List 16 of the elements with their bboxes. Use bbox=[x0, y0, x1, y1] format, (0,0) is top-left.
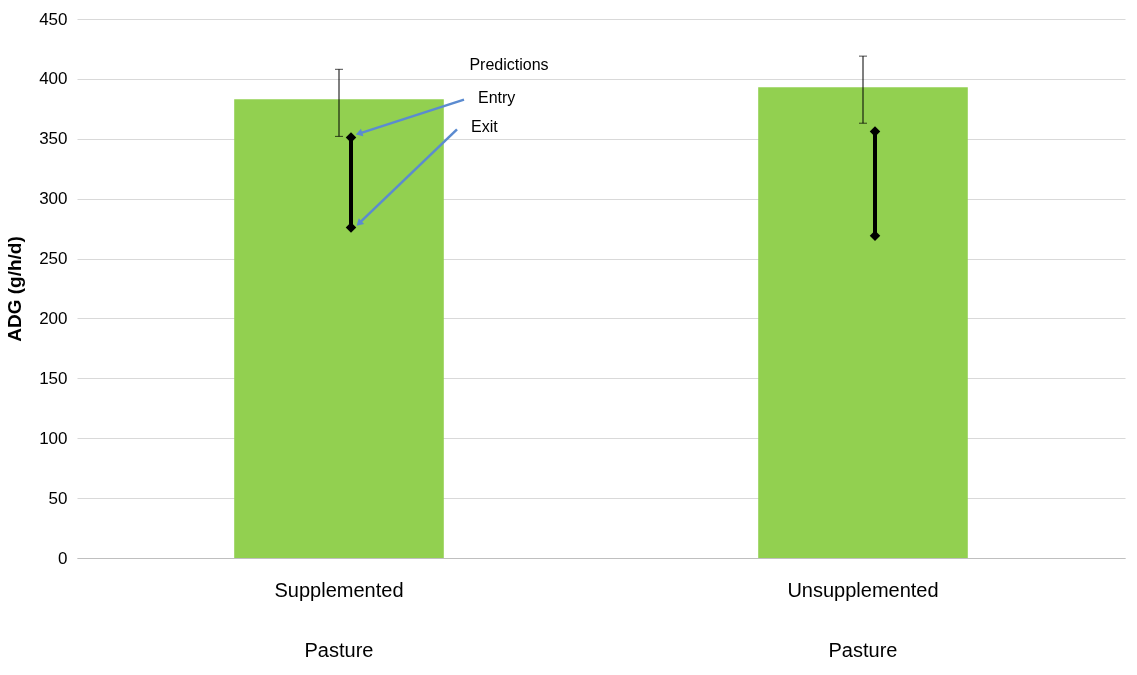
y-tick-label: 100 bbox=[39, 428, 68, 448]
y-axis-title: ADG (g/h/d) bbox=[4, 236, 26, 342]
category-label: Unsupplemented Pasture bbox=[787, 578, 939, 661]
text: Entry bbox=[478, 88, 516, 106]
y-tick-label: 50 bbox=[48, 488, 68, 508]
y-tick-label: 450 bbox=[39, 9, 68, 29]
y-tick-label: 0 bbox=[58, 548, 68, 568]
y-tick-label: 150 bbox=[39, 368, 68, 388]
y-tick-label: 350 bbox=[39, 129, 68, 149]
y-tick-label: 200 bbox=[39, 308, 68, 328]
y-tick-label: 250 bbox=[39, 249, 68, 269]
text: Exit bbox=[471, 118, 499, 136]
y-tick-label: 400 bbox=[39, 69, 68, 89]
annotation: Predictions bbox=[469, 56, 549, 73]
category-label: Supplemented Pasture bbox=[274, 578, 404, 661]
y-tick-label: 300 bbox=[39, 189, 68, 209]
